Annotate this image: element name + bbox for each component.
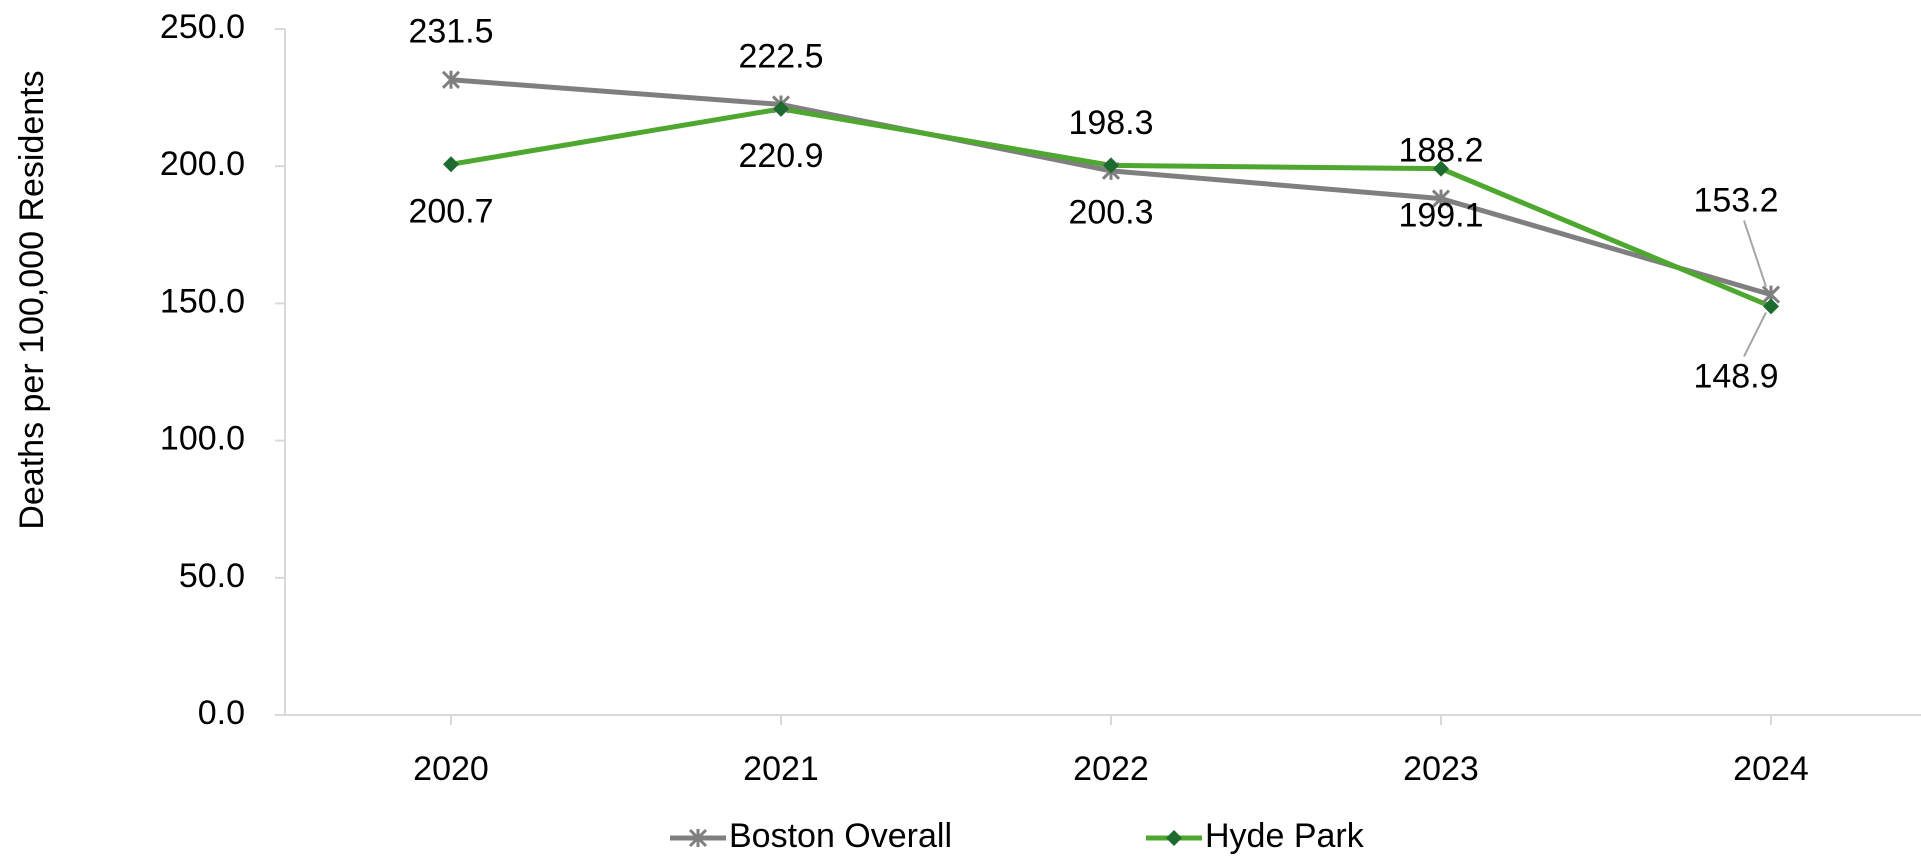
data-label: 198.3 [1068,104,1153,142]
x-tick-label: 2020 [413,750,489,788]
y-tick-label: 100.0 [160,420,245,458]
legend-marker [1166,830,1182,846]
point-marker [441,70,461,89]
x-tick-label: 2023 [1403,750,1479,788]
leader-line [1743,220,1767,287]
legend-marker [688,828,708,848]
point-marker [773,100,789,117]
legend-label: Hyde Park [1205,817,1365,855]
data-label: 231.5 [408,13,493,51]
data-label: 220.9 [738,137,823,175]
data-label: 200.7 [408,192,493,230]
point-marker [1433,160,1449,177]
point-marker [443,156,459,173]
point-marker [1431,189,1451,208]
data-label: 153.2 [1693,182,1778,220]
y-tick-label: 0.0 [198,694,245,732]
y-tick-label: 200.0 [160,145,245,183]
data-label: 200.3 [1068,193,1153,231]
y-axis-label: Deaths per 100,000 Residents [13,70,51,529]
point-marker [1763,298,1779,315]
x-tick-label: 2024 [1733,750,1809,788]
x-tick-label: 2021 [743,750,819,788]
y-tick-label: 250.0 [160,8,245,46]
point-marker [1103,157,1119,174]
x-tick-label: 2022 [1073,750,1149,788]
y-tick-label: 50.0 [179,557,245,595]
leader-line [1743,311,1767,357]
data-label: 222.5 [738,37,823,75]
legend-label: Boston Overall [729,817,952,855]
data-label: 148.9 [1693,357,1778,395]
y-tick-label: 150.0 [160,282,245,320]
data-label: 199.1 [1398,197,1483,235]
